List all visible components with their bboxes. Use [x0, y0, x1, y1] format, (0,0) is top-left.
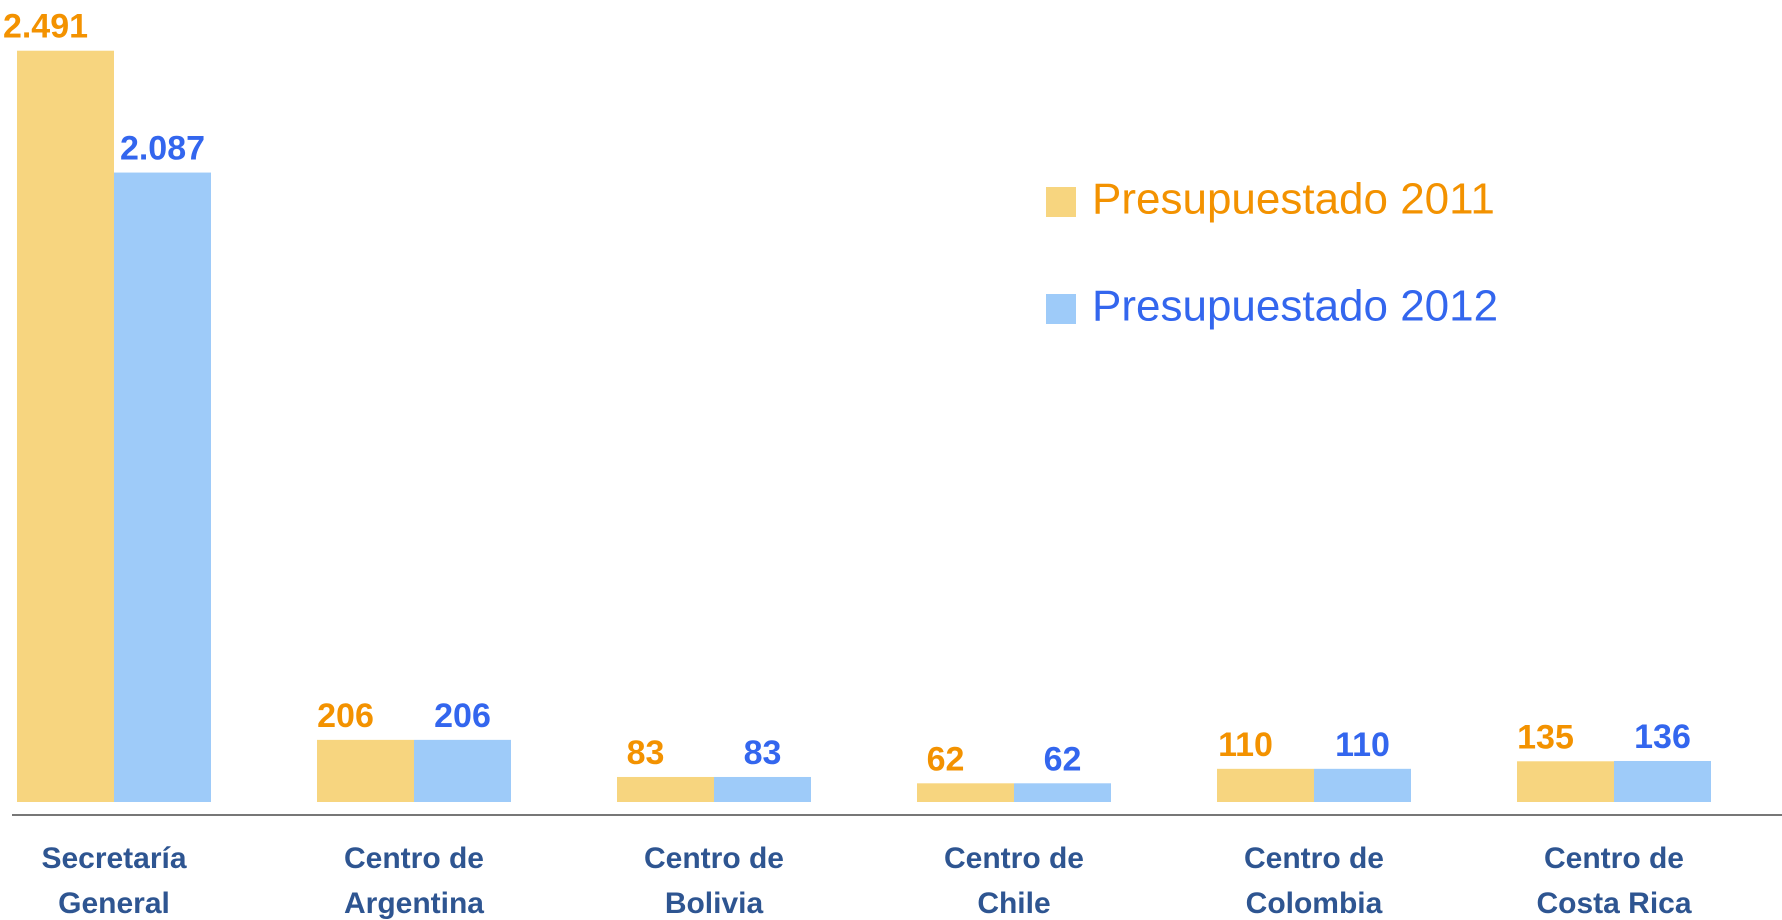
- bar: [1517, 761, 1614, 802]
- bar: [17, 50, 114, 802]
- x-tick-label: Centro de Costa Rica: [1536, 842, 1692, 920]
- bar: [1614, 760, 1711, 802]
- bar: [617, 776, 714, 802]
- bar: [414, 739, 511, 802]
- bar: [1217, 768, 1314, 802]
- data-label: 136: [1634, 718, 1691, 756]
- x-tick-label: Centro de Argentina: [343, 842, 484, 920]
- x-tick-label: Centro de Colombia: [1243, 842, 1384, 920]
- legend-swatch: [1046, 294, 1076, 324]
- data-label: 62: [927, 740, 965, 778]
- bar: [1314, 768, 1411, 802]
- data-label: 110: [1218, 726, 1273, 764]
- data-label: 62: [1044, 740, 1082, 778]
- data-label: 206: [317, 697, 374, 735]
- data-label: 83: [627, 734, 665, 772]
- data-label: 2.087: [120, 130, 205, 168]
- bar: [114, 172, 211, 803]
- data-label: 206: [434, 697, 491, 735]
- bar: [1014, 783, 1111, 802]
- bar: [917, 783, 1014, 802]
- data-label: 135: [1517, 718, 1574, 756]
- data-label: 110: [1335, 726, 1390, 764]
- x-tick-label: Centro de Chile: [943, 842, 1084, 920]
- legend-swatch: [1046, 187, 1076, 217]
- x-tick-label: Secretaría General: [41, 842, 187, 920]
- legend-label: Presupuestado 2012: [1092, 282, 1498, 331]
- legend-label: Presupuestado 2011: [1092, 175, 1495, 224]
- data-label: 83: [744, 734, 782, 772]
- x-tick-label: Centro de Bolivia: [643, 842, 784, 920]
- bar: [317, 739, 414, 802]
- data-label: 2.491: [3, 8, 88, 46]
- bar: [714, 776, 811, 802]
